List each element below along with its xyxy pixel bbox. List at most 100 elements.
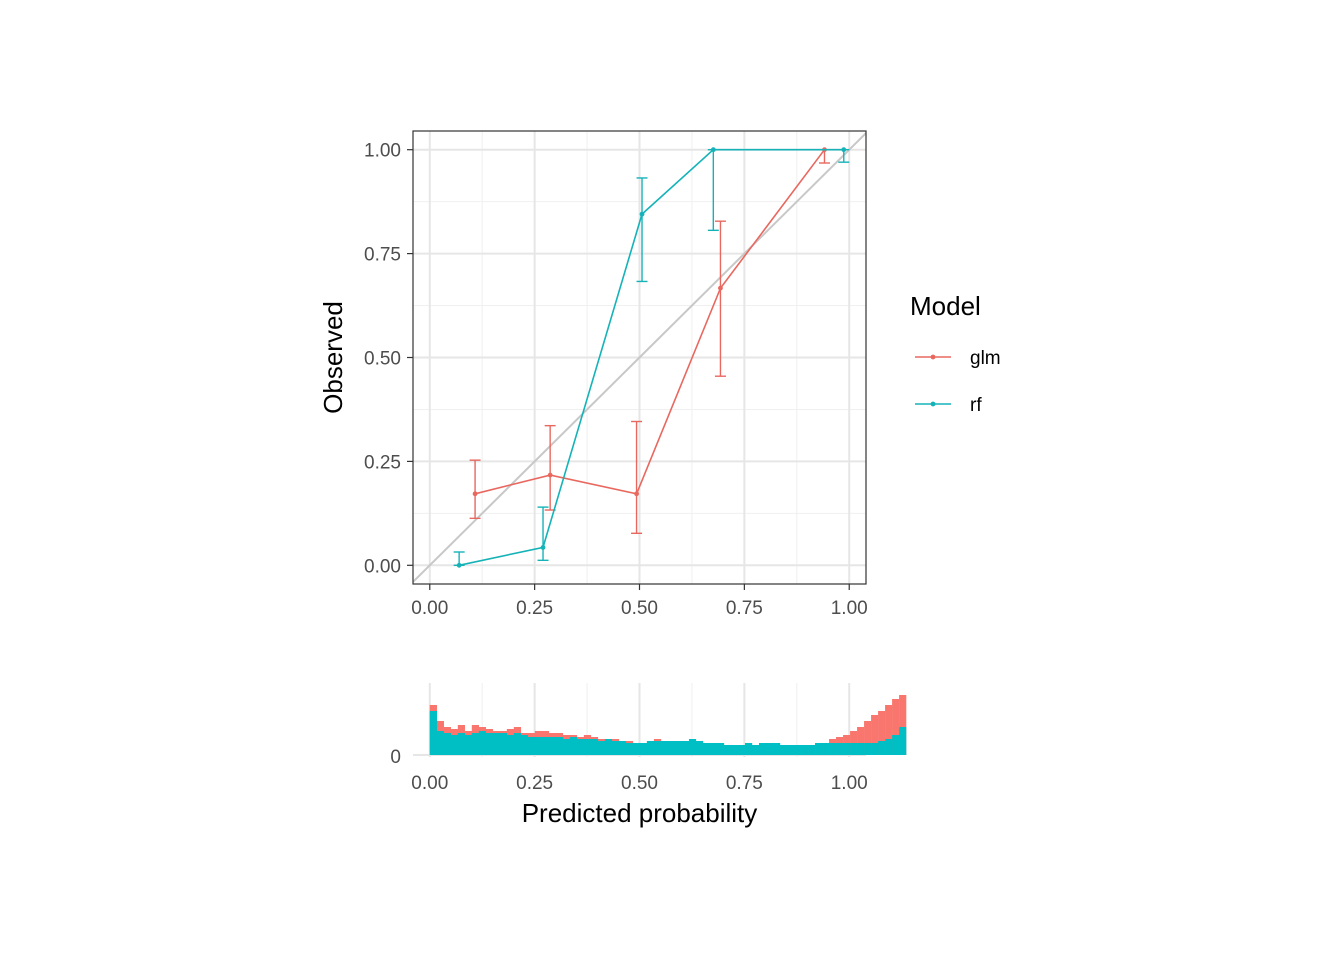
data-point-rf [540, 545, 546, 550]
hist-bar-rf [583, 739, 592, 755]
hist-bar-rf [871, 743, 879, 755]
data-point-glm [718, 285, 723, 291]
hist-bar-rf [815, 743, 823, 755]
hist-bar-rf [590, 739, 599, 755]
y-tick-label: 0.50 [364, 349, 401, 370]
hist-bar-rf [429, 711, 437, 755]
hist-bar-rf [773, 743, 781, 755]
hist-bar-rf [794, 745, 802, 755]
hist-bar-glm [899, 695, 907, 755]
hist-bar-rf [801, 745, 809, 755]
x-tick-label: 0.00 [411, 598, 448, 619]
hist-bar-glm [857, 727, 865, 755]
hist-bar-rf [674, 741, 683, 755]
hist-series-rf [429, 711, 907, 755]
hist-bar-rf [744, 743, 753, 755]
hist-bar-rf [618, 741, 627, 755]
hist-bar-rf [829, 743, 837, 755]
hist-bar-rf [688, 739, 697, 755]
hist-bar-rf [646, 741, 655, 755]
hist-bar-rf [681, 741, 690, 755]
hist-bar-rf [527, 737, 536, 755]
hist-bar-rf [541, 737, 550, 755]
hist-bar-rf [660, 741, 669, 755]
hist-bar-rf [499, 733, 508, 755]
reference-diagonal-line [413, 132, 866, 583]
hist-bar-rf [436, 731, 444, 755]
hist-bar-rf [597, 741, 606, 755]
hist-bar-rf [885, 739, 893, 755]
hist-x-tick-label: 1.00 [831, 773, 868, 794]
y-tick-label: 0.25 [364, 452, 401, 473]
series-rf [453, 147, 850, 568]
hist-bar-rf [857, 743, 865, 755]
hist-bar-rf [864, 743, 872, 755]
data-point-rf [710, 147, 716, 153]
hist-bar-rf [492, 733, 501, 755]
hist-bar-rf [548, 737, 557, 755]
hist-bar-glm [892, 699, 900, 755]
data-point-rf [639, 211, 645, 217]
y-tick-label: 0.00 [364, 556, 401, 577]
hist-bar-rf [716, 743, 725, 755]
hist-bar-rf [464, 735, 472, 755]
hist-bar-rf [780, 745, 788, 755]
x-axis-title: Predicted probability [522, 798, 758, 828]
hist-bar-rf [822, 743, 830, 755]
hist-bar-rf [485, 733, 494, 755]
x-tick-label: 0.25 [516, 598, 553, 619]
y-axis-title: Observed [318, 301, 348, 414]
hist-bar-rf [457, 733, 465, 755]
calibration-panel: 0.00 0.00 0.25 0.25 0.50 0.50 0.75 0.75 1.00 1.00… [318, 130, 868, 619]
hist-bar-rf [766, 743, 774, 755]
hist-bar-rf [506, 735, 515, 755]
legend-key-point-glm [930, 354, 936, 360]
hist-bar-rf [723, 745, 732, 755]
legend: Model glm rf [910, 291, 1001, 416]
legend-label-glm: glm [970, 348, 1001, 369]
legend-item-glm: glm [915, 348, 1001, 369]
data-point-glm [547, 472, 553, 478]
legend-item-rf: rf [915, 395, 982, 416]
hist-bar-glm [885, 705, 893, 755]
hist-bar-rf [471, 733, 480, 755]
hist-bar-glm [871, 715, 879, 755]
hist-bar-rf [611, 741, 620, 755]
hist-bar-rf [787, 745, 795, 755]
hist-bar-rf [892, 735, 900, 755]
hist-bar-rf [513, 733, 522, 755]
hist-bar-rf [709, 743, 718, 755]
hist-bar-rf [576, 739, 585, 755]
data-point-glm [634, 491, 639, 497]
hist-x-tick-label: 0.75 [726, 773, 763, 794]
legend-title: Model [910, 291, 981, 321]
hist-bar-rf [443, 733, 451, 755]
hist-bar-rf [632, 743, 641, 755]
hist-x-tick-label: 0.25 [516, 773, 553, 794]
hist-bar-rf [555, 737, 564, 755]
legend-label-rf: rf [970, 395, 982, 416]
data-point-rf [456, 562, 462, 568]
hist-bar-rf [667, 741, 676, 755]
legend-key-point-rf [930, 401, 936, 407]
hist-bar-rf [653, 741, 662, 755]
x-tick-label: 0.75 [726, 598, 763, 619]
hist-bar-rf [808, 745, 816, 755]
hist-bar-rf [695, 741, 704, 755]
hist-bar-glm [878, 711, 886, 755]
hist-bar-rf [569, 737, 578, 755]
hist-bar-rf [730, 745, 739, 755]
hist-x-tick-label: 0.00 [411, 773, 448, 794]
hist-bar-rf [478, 731, 487, 755]
hist-bar-rf [752, 745, 760, 755]
hist-bar-rf [520, 735, 529, 755]
hist-x-tick-label: 0.50 [621, 773, 658, 794]
hist-bar-rf [878, 741, 886, 755]
hist-bar-rf [639, 743, 648, 755]
hist-bar-rf [759, 743, 767, 755]
hist-bar-rf [450, 735, 458, 755]
series-glm [469, 147, 830, 534]
hist-bar-rf [850, 743, 858, 755]
hist-bar-rf [625, 743, 634, 755]
data-point-rf [841, 147, 847, 153]
